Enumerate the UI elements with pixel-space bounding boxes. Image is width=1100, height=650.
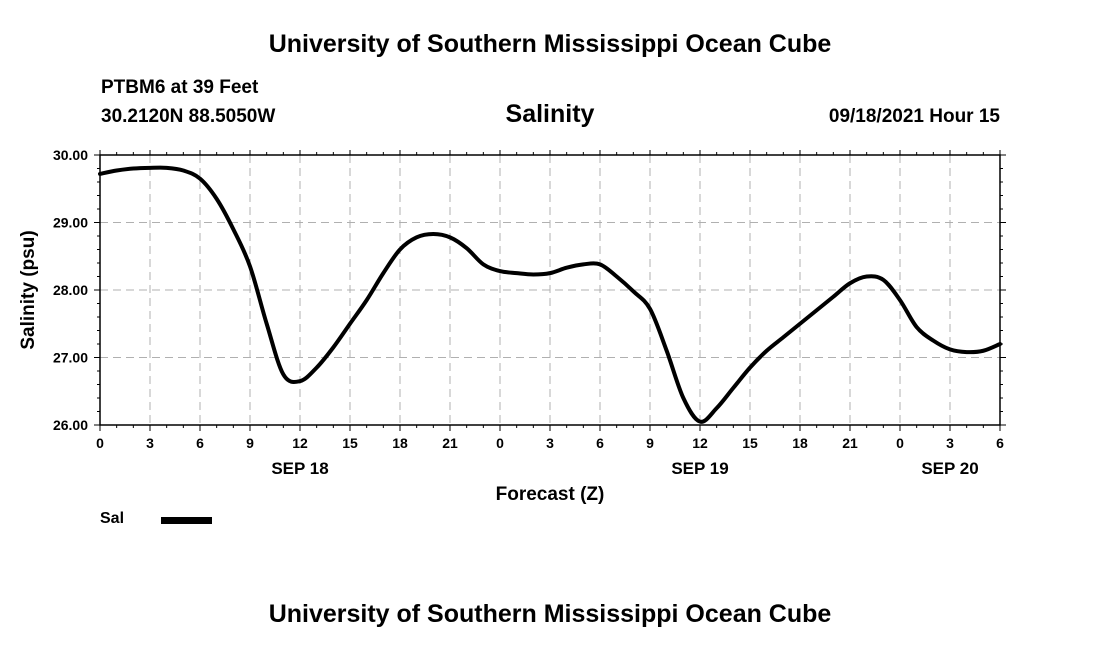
x-axis-title: Forecast (Z)	[496, 484, 605, 505]
y-tick-label: 28.00	[53, 282, 88, 298]
x-tick-label: 0	[96, 435, 104, 451]
day-label: SEP 19	[671, 459, 728, 478]
day-label: SEP 18	[271, 459, 328, 478]
y-axis-title: Salinity (psu)	[18, 230, 39, 349]
grid-lines	[100, 155, 1000, 425]
station-label: PTBM6 at 39 Feet	[101, 77, 259, 98]
chart-title: Salinity	[505, 100, 595, 128]
axis-ticks	[94, 150, 1006, 431]
legend-label: Sal	[100, 510, 125, 527]
x-tick-label: 15	[342, 435, 358, 451]
salinity-series-line	[98, 165, 1002, 424]
x-tick-label: 0	[896, 435, 904, 451]
x-tick-label: 3	[146, 435, 154, 451]
x-tick-label: 0	[496, 435, 504, 451]
coordinates-label: 30.2120N 88.5050W	[101, 106, 276, 127]
x-tick-label: 12	[292, 435, 308, 451]
x-tick-label: 12	[692, 435, 708, 451]
y-tick-label: 30.00	[53, 147, 88, 163]
y-tick-label: 29.00	[53, 215, 88, 231]
x-tick-label: 6	[196, 435, 204, 451]
x-tick-label: 21	[442, 435, 458, 451]
day-label: SEP 20	[921, 459, 978, 478]
x-tick-label: 9	[646, 435, 654, 451]
legend-swatch	[161, 517, 212, 524]
x-tick-label: 6	[996, 435, 1004, 451]
chart-footer-title: University of Southern Mississippi Ocean…	[268, 600, 832, 628]
y-tick-label: 27.00	[53, 350, 88, 366]
x-tick-label: 6	[596, 435, 604, 451]
x-tick-label: 3	[546, 435, 554, 451]
x-tick-label: 21	[842, 435, 858, 451]
y-tick-label: 26.00	[53, 417, 88, 433]
forecast-date-label: 09/18/2021 Hour 15	[828, 106, 1000, 127]
x-tick-label: 9	[246, 435, 254, 451]
x-tick-label: 3	[946, 435, 954, 451]
x-tick-label: 15	[742, 435, 758, 451]
x-tick-label: 18	[392, 435, 408, 451]
tick-labels: 0 3 6 9 12 15 18 21 0 3 6 9 12 15 18 21 0 3 6 26.00 27.00 28.…	[53, 147, 1004, 478]
chart-super-title: University of Southern Mississippi Ocean…	[268, 30, 832, 58]
x-tick-label: 18	[792, 435, 808, 451]
